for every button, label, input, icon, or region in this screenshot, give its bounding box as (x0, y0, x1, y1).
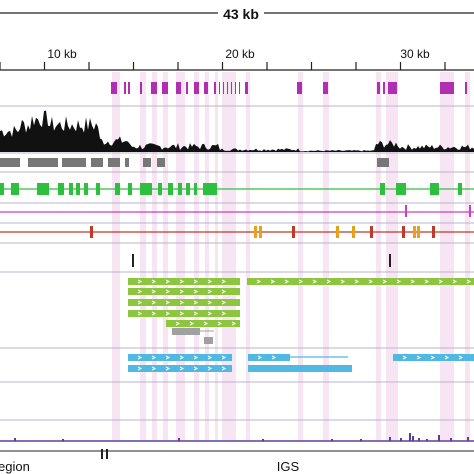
track-gray-blocks (0, 158, 389, 167)
track-red-line (0, 226, 474, 238)
track-green-gene (0, 183, 474, 195)
track-separators (0, 105, 474, 421)
track-coverage-histogram (0, 110, 474, 152)
ruler-tick-30kb-label: 30 kb (400, 47, 430, 61)
track-purple-features (111, 82, 467, 94)
ruler-total-length: 43 kb (223, 6, 259, 22)
track-markers (132, 254, 391, 267)
ruler-tick-10kb-label: 10 kb (47, 47, 77, 61)
region-bar: egion IGS (0, 449, 474, 474)
region-label-left: egion (0, 459, 30, 474)
ruler-ticks (0, 62, 446, 70)
highlight-columns (112, 72, 470, 440)
ruler-tick-20kb-label: 20 kb (225, 47, 255, 61)
track-lime-transcripts (128, 278, 474, 327)
track-gray-transcripts (172, 328, 214, 344)
track-bottom-histogram (0, 433, 474, 442)
region-label-igs: IGS (277, 459, 300, 474)
track-magenta-line (0, 205, 474, 217)
ruler: 43 kb 10 kb 20 kb 30 kb (0, 3, 474, 71)
track-blue-transcripts (128, 354, 474, 372)
